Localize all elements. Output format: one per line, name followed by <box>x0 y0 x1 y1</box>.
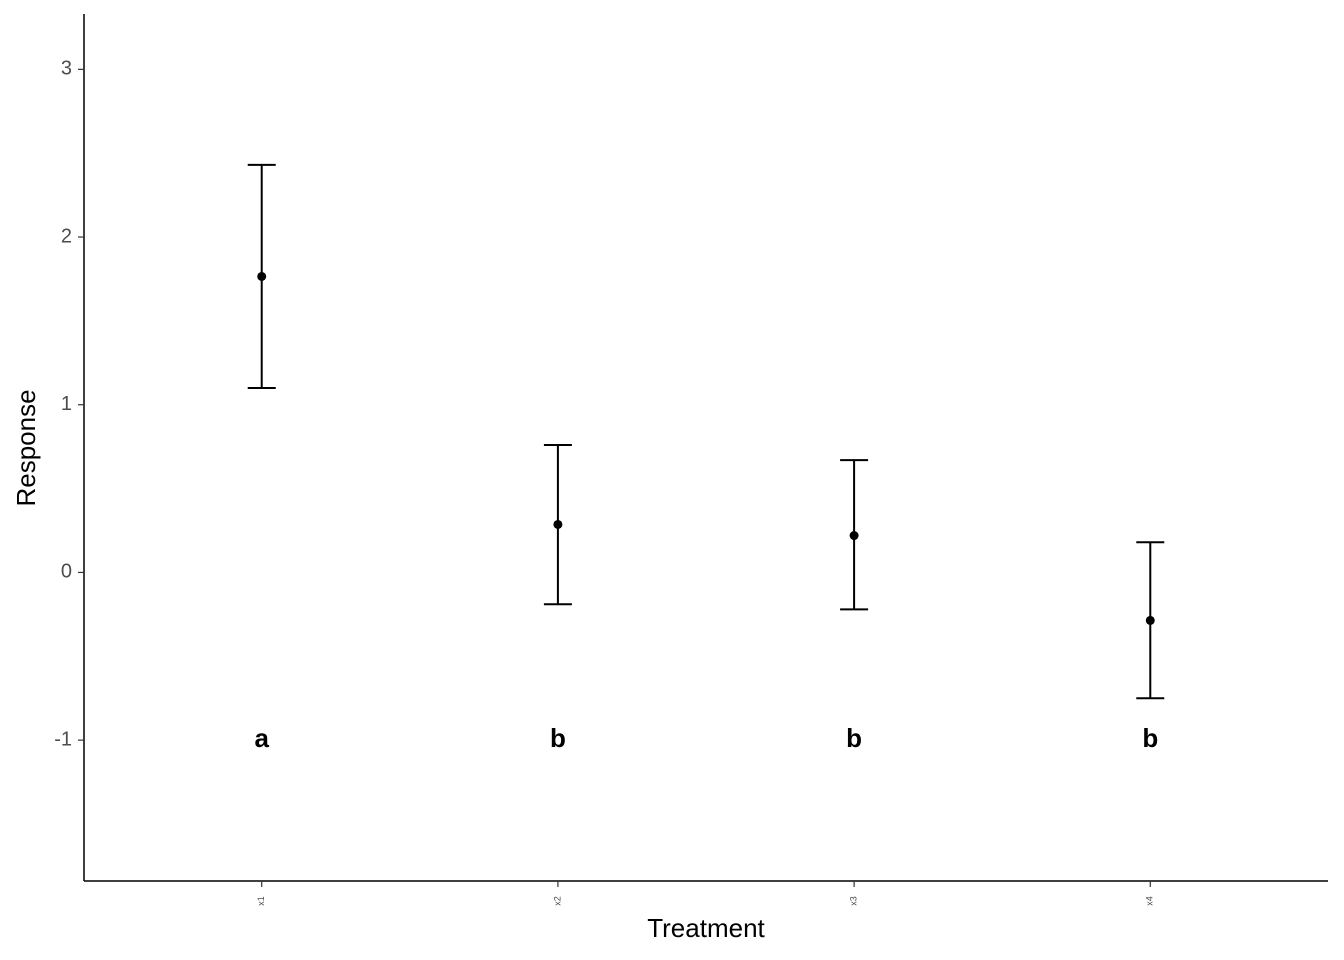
y-tick-label: -1 <box>54 728 72 750</box>
x-tick-label: x1 <box>256 896 266 906</box>
group-letter: a <box>254 723 269 753</box>
y-tick-label: 1 <box>61 393 72 415</box>
point <box>553 519 563 529</box>
point <box>1145 615 1155 625</box>
y-tick-label: 3 <box>61 58 72 80</box>
x-tick-label: x4 <box>1145 896 1155 906</box>
group-letter: b <box>1142 723 1158 753</box>
x-axis-title: Treatment <box>647 913 765 943</box>
y-axis-title: Response <box>11 389 41 506</box>
y-tick-label: 0 <box>61 561 72 583</box>
y-tick-label: 2 <box>61 225 72 247</box>
x-tick-label: x3 <box>848 896 858 906</box>
point <box>849 531 859 541</box>
x-tick-label: x2 <box>552 896 562 906</box>
point <box>257 271 267 281</box>
group-letter: b <box>846 723 862 753</box>
group-letter: b <box>550 723 566 753</box>
